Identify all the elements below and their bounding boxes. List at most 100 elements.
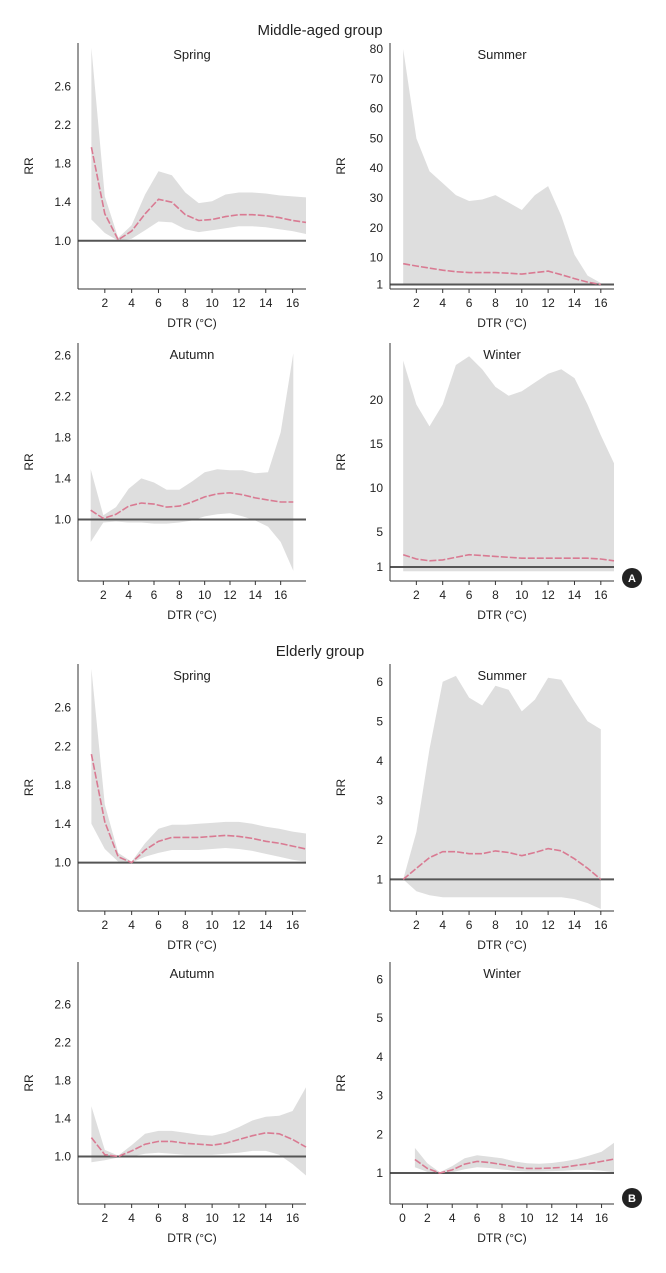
chart-2-x-tick-label: 4: [439, 296, 446, 310]
chart-1-y-tick-label: 1.0: [54, 234, 71, 248]
chart-5-y-tick-label: 1.4: [54, 817, 71, 831]
chart-3-title: Autumn: [170, 347, 215, 362]
chart-8-x-tick-label: 14: [570, 1211, 584, 1225]
chart-1-x-tick-label: 4: [128, 296, 135, 310]
chart-1-y-tick-label: 1.4: [54, 195, 71, 209]
chart-8-x-tick-label: 16: [595, 1211, 609, 1225]
panel-elderly-spring: 2 4 6 8 10 12 14 16 1.0 1.4 1.8 2.2 2.6 Spring DTR (°C…: [22, 664, 307, 952]
chart-2-y-tick-label: 1: [376, 278, 383, 292]
chart-6-x-tick-label: 10: [515, 918, 529, 932]
chart-7-y-tick-label: 1.4: [54, 1112, 71, 1126]
chart-3-ci-band: [90, 353, 294, 571]
chart-6-y-tick-label: 5: [376, 714, 383, 728]
chart-5-x-tick-label: 2: [101, 918, 108, 932]
chart-5-x-tick-label: 10: [205, 918, 219, 932]
chart-7-y-tick-label: 2.6: [54, 998, 71, 1012]
chart-4-x-tick-label: 8: [492, 588, 499, 602]
chart-5-x-tick-label: 16: [286, 918, 300, 932]
chart-8-ci-band: [414, 1142, 614, 1174]
chart-7-x-tick-label: 8: [182, 1211, 189, 1225]
chart-6-ylabel: RR: [334, 779, 348, 797]
section-title-middle-aged: Middle-aged group: [257, 22, 382, 39]
chart-1-x-tick-label: 10: [205, 296, 219, 310]
chart-6-rr-line: [402, 847, 602, 881]
chart-8-x-tick-label: 8: [499, 1211, 506, 1225]
chart-4-x-tick-label: 2: [413, 588, 420, 602]
chart-3-x-tick-label: 6: [151, 588, 158, 602]
chart-7-title: Autumn: [170, 966, 215, 981]
chart-3-x-tick-label: 10: [198, 588, 212, 602]
panel-middle-summer: 2 4 6 8 10 12 14 16 1 10 20 30 40 50 60 70 80 Summer DTR (…: [334, 42, 614, 330]
chart-8-x-tick-label: 0: [399, 1211, 406, 1225]
chart-1-xlabel: DTR (°C): [167, 316, 216, 330]
chart-7-y-tick-label: 1.0: [54, 1150, 71, 1164]
chart-2-x-tick-label: 8: [492, 296, 499, 310]
chart-8-x-tick-label: 4: [449, 1211, 456, 1225]
chart-2-y-tick-label: 60: [370, 102, 384, 116]
chart-2-title: Summer: [477, 47, 527, 62]
chart-4-x-tick-label: 12: [541, 588, 555, 602]
chart-7-x-tick-label: 10: [205, 1211, 219, 1225]
chart-6-y-tick-label: 2: [376, 833, 383, 847]
chart-8-x-tick-label: 12: [545, 1211, 559, 1225]
chart-1-x-tick-label: 2: [101, 296, 108, 310]
chart-7-y-tick-label: 1.8: [54, 1074, 71, 1088]
chart-7-ylabel: RR: [22, 1074, 36, 1092]
chart-2-ylabel: RR: [334, 157, 348, 175]
chart-2-y-tick-label: 10: [370, 251, 384, 265]
chart-8-x-tick-label: 6: [474, 1211, 481, 1225]
chart-7-x-tick-label: 6: [155, 1211, 162, 1225]
chart-6-x-tick-label: 8: [492, 918, 499, 932]
badge-a: A: [622, 568, 642, 588]
chart-1-ylabel: RR: [22, 157, 36, 175]
chart-1-x-tick-label: 8: [182, 296, 189, 310]
badge-a-label: A: [628, 573, 636, 585]
chart-4-ylabel: RR: [334, 453, 348, 471]
chart-5-x-tick-label: 4: [128, 918, 135, 932]
chart-3-x-tick-label: 12: [223, 588, 237, 602]
chart-3-y-tick-label: 1.8: [54, 430, 71, 444]
chart-2-x-tick-label: 6: [466, 296, 473, 310]
chart-4-y-tick-label: 10: [370, 481, 384, 495]
chart-2-rr-line: [403, 262, 601, 286]
chart-4-y-tick-label: 5: [376, 525, 383, 539]
chart-8-y-tick-label: 6: [376, 972, 383, 986]
chart-6-x-tick-label: 2: [413, 918, 420, 932]
chart-7-ci-band: [91, 1087, 307, 1176]
chart-3-x-tick-label: 16: [274, 588, 288, 602]
chart-1-x-tick-label: 16: [286, 296, 300, 310]
chart-3-rr-line: [90, 491, 294, 520]
chart-1-ci-band: [91, 47, 307, 241]
chart-8-ylabel: RR: [334, 1074, 348, 1092]
panel-middle-autumn: 2 4 6 8 10 12 14 16 1.0 1.4 1.8 2.2 2.6 Autumn DTR (°C…: [22, 343, 306, 622]
chart-3-xlabel: DTR (°C): [167, 608, 216, 622]
chart-1-x-tick-label: 12: [232, 296, 246, 310]
chart-3-x-tick-label: 14: [249, 588, 263, 602]
chart-7-rr-line: [90, 1131, 307, 1158]
chart-7-x-tick-label: 2: [101, 1211, 108, 1225]
chart-6-y-tick-label: 1: [376, 872, 383, 886]
chart-3-y-tick-label: 1.4: [54, 471, 71, 485]
chart-5-ci-band: [91, 668, 307, 863]
chart-5-y-tick-label: 2.6: [54, 701, 71, 715]
chart-6-y-tick-label: 4: [376, 754, 383, 768]
chart-7-x-tick-label: 4: [128, 1211, 135, 1225]
chart-2-y-tick-label: 50: [370, 131, 384, 145]
chart-3-y-tick-label: 1.0: [54, 512, 71, 526]
chart-4-x-tick-label: 4: [439, 588, 446, 602]
chart-5-x-tick-label: 12: [232, 918, 246, 932]
chart-7-x-tick-label: 12: [232, 1211, 246, 1225]
chart-5-x-tick-label: 8: [182, 918, 189, 932]
chart-4-y-tick-label: 1: [376, 560, 383, 574]
chart-3-ylabel: RR: [22, 453, 36, 471]
chart-8-y-tick-label: 2: [376, 1127, 383, 1141]
chart-4-xlabel: DTR (°C): [477, 608, 526, 622]
panel-elderly-autumn: 2 4 6 8 10 12 14 16 1.0 1.4 1.8 2.2 2.6 Autumn DTR (°C…: [22, 962, 307, 1245]
chart-6-ci-band: [403, 675, 601, 909]
chart-8-y-tick-label: 1: [376, 1166, 383, 1180]
chart-4-y-tick-label: 20: [370, 393, 384, 407]
chart-4-ci-band: [403, 356, 614, 572]
